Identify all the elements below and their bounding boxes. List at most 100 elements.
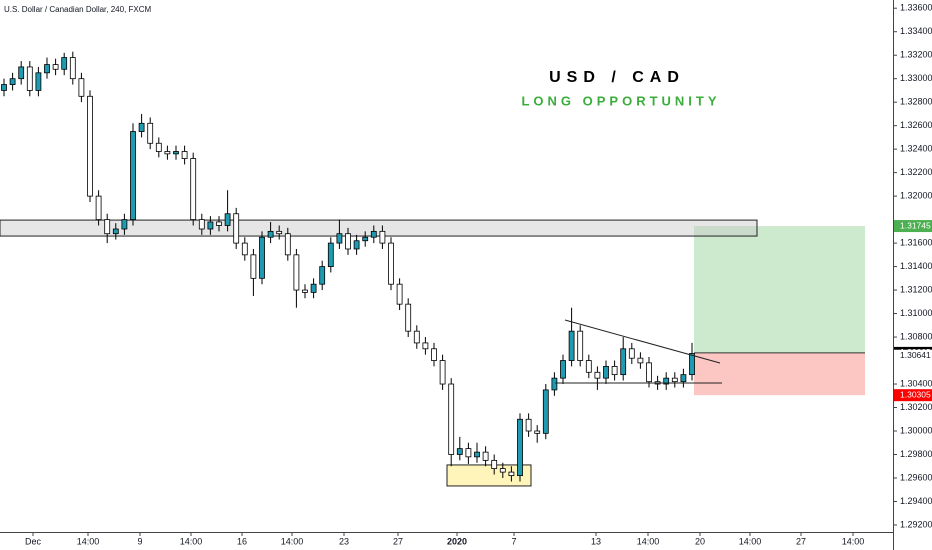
candle-body [327,242,334,267]
candle-body [465,448,472,458]
x-tick-label: 20 [695,536,705,546]
candle-body [155,142,162,152]
y-tick-label: 1.30800 [900,331,932,341]
candle-body [259,236,265,279]
price-badge-label: 1.30305 [900,389,931,399]
y-tick-label: 1.33000 [900,73,932,83]
x-tick-label: 7 [511,536,516,546]
candle-body [568,330,575,361]
y-tick-label: 1.29800 [900,449,932,459]
candle-body [293,254,300,291]
candle-body [69,57,76,80]
y-tick-label: 1.32800 [900,97,932,107]
x-tick-label: Dec [25,536,42,546]
candle-body [508,471,515,477]
candle-body [534,430,541,434]
y-tick-label: 1.33600 [900,3,932,13]
candle-body [353,240,360,250]
candle-body [637,357,644,364]
candle-body [173,151,179,155]
subheadline: LONG OPPORTUNITY [521,93,720,108]
candle-body [26,66,33,91]
candle-body [594,371,601,379]
candle-body [52,64,59,70]
y-tick-label: 1.32200 [900,167,932,177]
y-tick-label: 1.30000 [900,425,932,435]
trendline-upper [564,319,721,364]
y-tick-label: 1.29600 [900,472,932,482]
chart-title: U.S. Dollar / Canadian Dollar, 240, FXCM [4,5,152,14]
candle-body [405,303,412,332]
price-badge-label: 1.31745 [900,220,931,230]
candle-body [78,78,85,97]
candle-body [18,66,25,80]
candle-body [396,283,403,305]
y-tick-label: 1.30400 [900,378,932,388]
candle-body [276,230,283,235]
y-tick-label: 1.32400 [900,144,932,154]
price-badge [894,220,932,233]
candle-body [1,84,7,91]
candle-body [491,459,498,469]
candle-body [671,377,678,383]
x-tick-label: 13 [591,536,601,546]
candle-body [680,374,687,383]
candle-body [284,233,291,256]
y-tick-label: 1.29200 [900,519,932,529]
candle-body [44,64,50,74]
x-tick-label: 27 [393,536,403,546]
candle-body [112,228,119,235]
price-badge [894,389,932,402]
candle-body [61,57,68,70]
candle-body [267,230,274,238]
candle-body [474,451,480,458]
candle-body [448,383,455,455]
candle-body [585,360,592,373]
candle-body [9,78,16,85]
candle-body [216,221,222,226]
x-tick-label: 14:00 [281,536,304,546]
y-tick-label: 1.31000 [900,308,932,318]
y-tick-label: 1.31600 [900,237,932,247]
x-tick-label: 14:00 [77,536,100,546]
candle-body [422,342,429,350]
x-tick-label: 14:00 [842,536,865,546]
candle-body [388,242,394,285]
candle-body [439,360,446,385]
candle-body [310,283,317,293]
candle-body [628,348,635,359]
candle-body [560,360,566,379]
candle-body [95,195,102,221]
candle-body [525,418,532,432]
candle-body [121,219,128,230]
y-tick-label: 1.31200 [900,284,932,294]
candle-body [551,377,558,391]
candle-body [164,151,171,155]
candle-body [147,122,154,144]
candle-body [456,448,463,455]
candle-body [336,233,343,244]
support-zone [446,464,532,487]
x-tick-label: 27 [796,536,806,546]
price-badge-label: 1.30641 [900,350,931,360]
y-tick-label: 1.33200 [900,50,932,60]
candle-body [499,468,506,473]
y-tick-label: 1.31400 [900,261,932,271]
candle-body [224,213,231,226]
x-tick-label: 9 [137,536,142,546]
candle-body [577,330,584,361]
candle-body [250,254,257,279]
candle-body [620,348,627,376]
resistance-zone [0,219,758,237]
candle-body [542,389,549,434]
candle-body [370,230,377,238]
x-tick-label: 23 [339,536,349,546]
candle-body [233,213,240,244]
candle-body [362,236,369,242]
candle-body [319,266,326,285]
candle-body [482,451,489,461]
candle-body [413,330,420,344]
candle-body [646,362,652,383]
